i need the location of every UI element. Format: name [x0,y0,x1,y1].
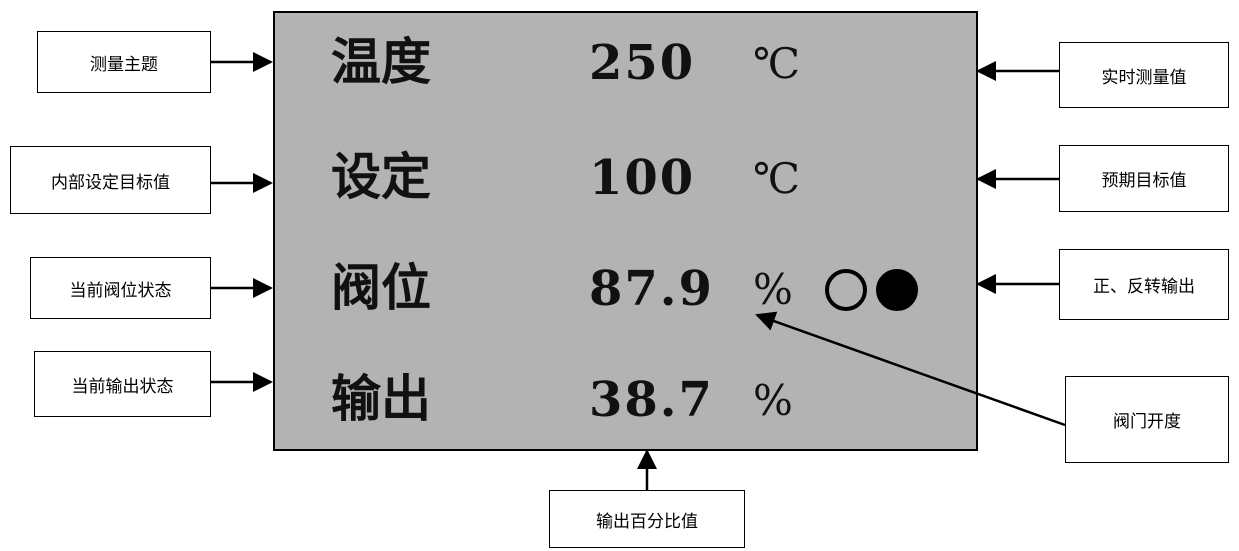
callout-valve-position-status: 当前阀位状态 [30,257,211,319]
row-value-output: 38.7 [589,372,714,428]
reverse-output-indicator-icon [876,269,918,311]
row-value-setpoint: 100 [589,150,696,206]
callout-forward-reverse-output: 正、反转输出 [1059,249,1229,320]
row-label-output: 输出 [331,369,431,428]
callout-realtime-measurement: 实时测量值 [1059,42,1229,108]
callout-measurement-subject: 测量主题 [37,31,211,93]
row-unit-setpoint: ℃ [753,154,800,203]
callout-internal-setpoint: 内部设定目标值 [10,146,211,214]
row-label-valve-position: 阀位 [331,258,431,317]
row-label-setpoint: 设定 [331,147,431,206]
forward-output-indicator-icon [825,269,867,311]
row-unit-valve-position: % [753,265,793,314]
callout-output-status: 当前输出状态 [34,351,211,417]
row-unit-output: % [753,376,793,425]
row-label-temperature: 温度 [331,32,431,91]
callout-expected-target: 预期目标值 [1059,145,1229,212]
row-unit-temperature: ℃ [753,39,800,88]
callout-output-percentage: 输出百分比值 [549,490,745,548]
row-value-temperature: 250 [589,35,696,91]
row-value-valve-position: 87.9 [589,261,714,317]
lcd-panel: 温度 250 ℃ 设定 100 ℃ 阀位 87.9 % 输出 38.7 % [273,11,978,451]
callout-valve-opening: 阀门开度 [1065,376,1229,463]
